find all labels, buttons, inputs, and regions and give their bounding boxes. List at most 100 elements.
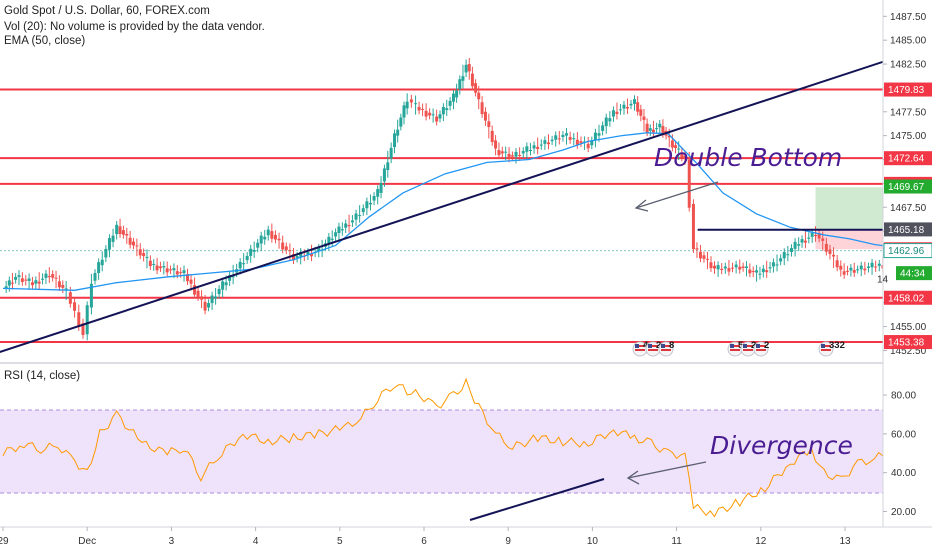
- candle[interactable]: [259, 235, 263, 244]
- candle[interactable]: [494, 140, 498, 149]
- candle[interactable]: [579, 141, 583, 144]
- candle[interactable]: [337, 226, 341, 234]
- candle[interactable]: [877, 263, 881, 266]
- candle[interactable]: [104, 248, 108, 258]
- candle[interactable]: [807, 237, 811, 239]
- candle[interactable]: [695, 248, 699, 250]
- candle[interactable]: [27, 278, 31, 281]
- candle[interactable]: [698, 251, 702, 259]
- candle[interactable]: [817, 233, 821, 239]
- ema-50-line[interactable]: [2, 132, 896, 291]
- candle[interactable]: [365, 201, 369, 209]
- price-label-box[interactable]: [884, 335, 932, 350]
- candle[interactable]: [228, 275, 232, 281]
- candle[interactable]: [464, 64, 468, 73]
- candle[interactable]: [461, 76, 465, 81]
- candle[interactable]: [68, 292, 72, 304]
- candle[interactable]: [525, 146, 529, 152]
- candle[interactable]: [81, 323, 85, 335]
- candle[interactable]: [4, 286, 8, 289]
- candle[interactable]: [93, 272, 97, 281]
- price-label-box[interactable]: [884, 222, 932, 237]
- candle[interactable]: [477, 92, 481, 100]
- candle[interactable]: [142, 253, 146, 257]
- candle[interactable]: [266, 229, 270, 236]
- candle[interactable]: [7, 280, 11, 286]
- candle[interactable]: [611, 110, 615, 117]
- candle[interactable]: [849, 267, 853, 271]
- candle[interactable]: [761, 268, 765, 273]
- candle[interactable]: [568, 137, 572, 140]
- candle[interactable]: [597, 133, 601, 136]
- candle[interactable]: [107, 238, 111, 250]
- candle[interactable]: [572, 138, 576, 140]
- candle[interactable]: [152, 263, 156, 265]
- candle[interactable]: [674, 145, 678, 149]
- candle[interactable]: [734, 264, 738, 268]
- double-bottom-arrow[interactable]: [634, 181, 719, 212]
- candle[interactable]: [203, 301, 207, 311]
- divergence-arrow[interactable]: [626, 461, 707, 485]
- candle[interactable]: [543, 140, 547, 144]
- candle[interactable]: [561, 134, 565, 138]
- candle[interactable]: [557, 138, 561, 140]
- candle[interactable]: [636, 102, 640, 112]
- candle[interactable]: [61, 284, 65, 288]
- candle[interactable]: [500, 151, 504, 154]
- candle[interactable]: [716, 265, 720, 270]
- candle[interactable]: [680, 152, 684, 158]
- candle[interactable]: [354, 213, 358, 220]
- candle[interactable]: [148, 260, 152, 267]
- candle[interactable]: [231, 276, 235, 278]
- candle[interactable]: [41, 278, 45, 280]
- candle[interactable]: [625, 107, 629, 109]
- candle[interactable]: [528, 150, 532, 152]
- ema-legend[interactable]: EMA (50, close): [4, 35, 86, 47]
- candle[interactable]: [175, 271, 179, 275]
- candle[interactable]: [327, 236, 331, 244]
- candle[interactable]: [874, 266, 878, 268]
- candle[interactable]: [832, 254, 836, 257]
- candle[interactable]: [755, 270, 759, 273]
- candle[interactable]: [821, 238, 825, 241]
- price-label-box[interactable]: [884, 82, 932, 97]
- candle[interactable]: [565, 133, 569, 136]
- candle[interactable]: [629, 103, 633, 106]
- candle[interactable]: [775, 264, 779, 266]
- candle[interactable]: [200, 296, 204, 300]
- candle[interactable]: [273, 234, 277, 240]
- candle[interactable]: [14, 276, 18, 280]
- candle[interactable]: [731, 267, 735, 269]
- candle[interactable]: [399, 117, 403, 127]
- candle[interactable]: [514, 151, 518, 157]
- candle[interactable]: [539, 144, 543, 146]
- candle[interactable]: [428, 112, 432, 116]
- candle[interactable]: [47, 275, 51, 278]
- candle[interactable]: [242, 263, 246, 265]
- candle[interactable]: [793, 241, 797, 249]
- double-bottom-annotation[interactable]: Double Bottom: [654, 143, 842, 172]
- candle[interactable]: [252, 249, 256, 252]
- candle[interactable]: [344, 223, 348, 228]
- candle[interactable]: [350, 220, 354, 223]
- candle[interactable]: [376, 189, 380, 197]
- candle[interactable]: [741, 266, 745, 268]
- candle[interactable]: [835, 260, 839, 268]
- candle[interactable]: [115, 224, 119, 235]
- candle[interactable]: [386, 162, 390, 171]
- candle[interactable]: [162, 266, 166, 268]
- candle[interactable]: [299, 251, 303, 257]
- price-label-box[interactable]: [884, 151, 932, 166]
- candle[interactable]: [347, 225, 351, 227]
- candle[interactable]: [518, 155, 522, 157]
- volume-legend[interactable]: Vol (20): No volume is provided by the d…: [4, 21, 265, 33]
- candle[interactable]: [291, 254, 295, 261]
- candle[interactable]: [207, 303, 211, 308]
- candle[interactable]: [727, 268, 731, 272]
- candle[interactable]: [536, 146, 540, 150]
- candle[interactable]: [748, 269, 752, 274]
- candle[interactable]: [670, 140, 674, 148]
- candle[interactable]: [744, 266, 748, 268]
- candle[interactable]: [51, 274, 55, 278]
- candle[interactable]: [118, 226, 122, 234]
